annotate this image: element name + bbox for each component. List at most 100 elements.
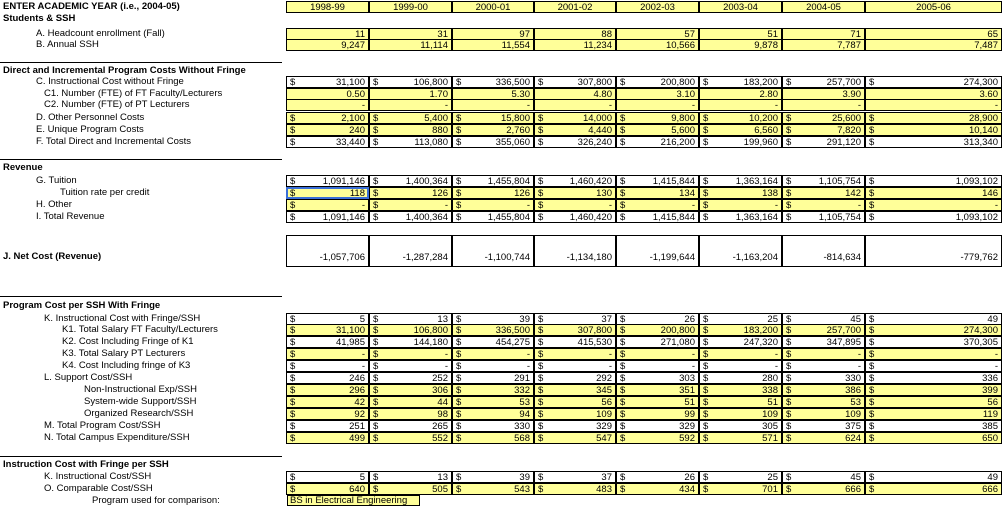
value-cell-k4[interactable]: $ - <box>452 360 534 372</box>
value-cell-l[interactable]: $336 <box>865 372 1002 384</box>
value-cell-sysw[interactable]: $53 <box>782 396 865 408</box>
value-cell-c2[interactable]: - <box>369 99 452 111</box>
value-cell-c[interactable]: $183,200 <box>699 76 782 88</box>
value-cell-k2[interactable]: $415,530 <box>534 336 616 348</box>
value-cell-b[interactable]: 7,787 <box>782 39 865 51</box>
value-cell-h[interactable]: $ - <box>782 199 865 211</box>
value-cell-c[interactable]: $257,700 <box>782 76 865 88</box>
value-cell-f[interactable]: $199,960 <box>699 136 782 148</box>
value-cell-k1[interactable]: $200,800 <box>616 324 699 336</box>
value-cell-k4[interactable]: $ - <box>616 360 699 372</box>
value-cell-orgr[interactable]: $109 <box>699 408 782 420</box>
value-cell-n[interactable]: $624 <box>782 432 865 444</box>
value-cell-f[interactable]: $113,080 <box>369 136 452 148</box>
value-cell-o[interactable]: $640 <box>286 483 369 495</box>
value-cell-o[interactable]: $666 <box>865 483 1002 495</box>
year-header-cell[interactable]: 2000-01 <box>452 1 534 13</box>
value-cell-nonins[interactable]: $386 <box>782 384 865 396</box>
value-cell-k4[interactable]: $ - <box>699 360 782 372</box>
value-cell-c2[interactable]: - <box>699 99 782 111</box>
net-cost-cell[interactable]: -1,134,180 <box>534 235 616 267</box>
value-cell-n[interactable]: $547 <box>534 432 616 444</box>
value-cell-c[interactable]: $274,300 <box>865 76 1002 88</box>
value-cell-o[interactable]: $666 <box>782 483 865 495</box>
value-cell-k2[interactable]: $41,985 <box>286 336 369 348</box>
value-cell-k2[interactable]: $144,180 <box>369 336 452 348</box>
value-cell-l[interactable]: $291 <box>452 372 534 384</box>
value-cell-b[interactable]: 9,878 <box>699 39 782 51</box>
value-cell-k2[interactable]: $247,320 <box>699 336 782 348</box>
value-cell-rate[interactable]: $142 <box>782 187 865 199</box>
value-cell-sysw[interactable]: $42 <box>286 396 369 408</box>
value-cell-m[interactable]: $251 <box>286 420 369 432</box>
value-cell-e[interactable]: $10,140 <box>865 124 1002 136</box>
value-cell-h[interactable]: $ - <box>699 199 782 211</box>
value-cell-nonins[interactable]: $332 <box>452 384 534 396</box>
value-cell-g[interactable]: $1,093,102 <box>865 175 1002 187</box>
value-cell-k2[interactable]: $370,305 <box>865 336 1002 348</box>
value-cell-b[interactable]: 10,566 <box>616 39 699 51</box>
value-cell-e[interactable]: $5,600 <box>616 124 699 136</box>
value-cell-g[interactable]: $1,105,754 <box>782 175 865 187</box>
value-cell-h[interactable]: $ - <box>286 199 369 211</box>
value-cell-k3[interactable]: $ - <box>534 348 616 360</box>
net-cost-cell[interactable]: -1,100,744 <box>452 235 534 267</box>
value-cell-rate[interactable]: $126 <box>452 187 534 199</box>
value-cell-d[interactable]: $10,200 <box>699 112 782 124</box>
value-cell-n[interactable]: $592 <box>616 432 699 444</box>
value-cell-k4[interactable]: $ - <box>865 360 1002 372</box>
net-cost-cell[interactable]: -1,163,204 <box>699 235 782 267</box>
value-cell-c[interactable]: $336,500 <box>452 76 534 88</box>
value-cell-rate[interactable]: $134 <box>616 187 699 199</box>
value-cell-f[interactable]: $313,340 <box>865 136 1002 148</box>
value-cell-o[interactable]: $483 <box>534 483 616 495</box>
value-cell-c[interactable]: $200,800 <box>616 76 699 88</box>
value-cell-k_ins[interactable]: $37 <box>534 471 616 483</box>
value-cell-f[interactable]: $216,200 <box>616 136 699 148</box>
value-cell-o[interactable]: $701 <box>699 483 782 495</box>
value-cell-h[interactable]: $ - <box>616 199 699 211</box>
value-cell-k1[interactable]: $274,300 <box>865 324 1002 336</box>
year-header-cell[interactable]: 2003-04 <box>699 1 782 13</box>
value-cell-g[interactable]: $1,455,804 <box>452 175 534 187</box>
value-cell-f[interactable]: $326,240 <box>534 136 616 148</box>
value-cell-g[interactable]: $1,363,164 <box>699 175 782 187</box>
net-cost-cell[interactable]: -814,634 <box>782 235 865 267</box>
value-cell-b[interactable]: 11,554 <box>452 39 534 51</box>
value-cell-c[interactable]: $307,800 <box>534 76 616 88</box>
value-cell-m[interactable]: $330 <box>452 420 534 432</box>
value-cell-f[interactable]: $33,440 <box>286 136 369 148</box>
value-cell-d[interactable]: $9,800 <box>616 112 699 124</box>
value-cell-k_ins[interactable]: $45 <box>782 471 865 483</box>
value-cell-c2[interactable]: - <box>616 99 699 111</box>
value-cell-m[interactable]: $375 <box>782 420 865 432</box>
value-cell-m[interactable]: $329 <box>534 420 616 432</box>
value-cell-e[interactable]: $2,760 <box>452 124 534 136</box>
year-header-cell[interactable]: 2002-03 <box>616 1 699 13</box>
value-cell-e[interactable]: $880 <box>369 124 452 136</box>
value-cell-k3[interactable]: $ - <box>865 348 1002 360</box>
year-header-cell[interactable]: 1998-99 <box>286 1 369 13</box>
value-cell-m[interactable]: $329 <box>616 420 699 432</box>
value-cell-d[interactable]: $2,100 <box>286 112 369 124</box>
value-cell-h[interactable]: $ - <box>865 199 1002 211</box>
value-cell-orgr[interactable]: $94 <box>452 408 534 420</box>
value-cell-k1[interactable]: $257,700 <box>782 324 865 336</box>
value-cell-sysw[interactable]: $51 <box>616 396 699 408</box>
value-cell-i[interactable]: $1,400,364 <box>369 211 452 223</box>
value-cell-rate[interactable]: $118 <box>286 187 369 199</box>
value-cell-k2[interactable]: $454,275 <box>452 336 534 348</box>
value-cell-h[interactable]: $ - <box>534 199 616 211</box>
net-cost-cell[interactable]: -1,287,284 <box>369 235 452 267</box>
year-header-cell[interactable]: 2005-06 <box>865 1 1002 13</box>
value-cell-nonins[interactable]: $351 <box>616 384 699 396</box>
value-cell-g[interactable]: $1,415,844 <box>616 175 699 187</box>
value-cell-i[interactable]: $1,363,164 <box>699 211 782 223</box>
value-cell-e[interactable]: $6,560 <box>699 124 782 136</box>
value-cell-nonins[interactable]: $338 <box>699 384 782 396</box>
value-cell-b[interactable]: 11,234 <box>534 39 616 51</box>
value-cell-k1[interactable]: $31,100 <box>286 324 369 336</box>
value-cell-k4[interactable]: $ - <box>369 360 452 372</box>
value-cell-sysw[interactable]: $44 <box>369 396 452 408</box>
net-cost-cell[interactable]: -1,057,706 <box>286 235 369 267</box>
